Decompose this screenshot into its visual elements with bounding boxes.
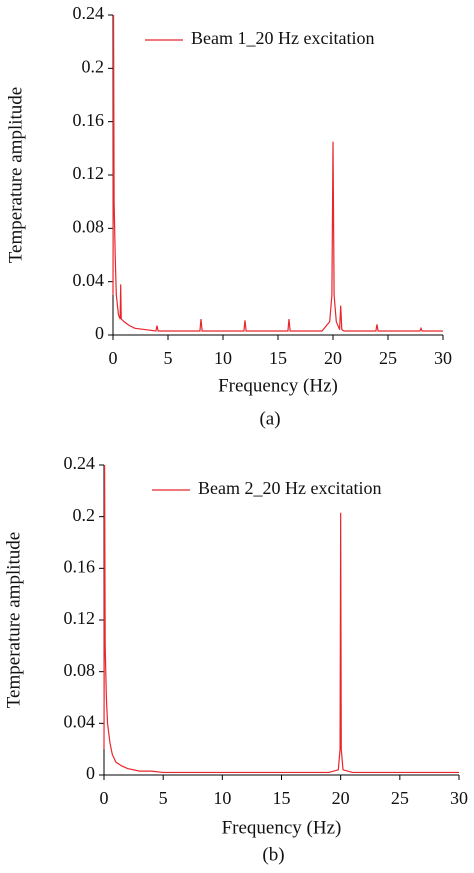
y-tick-label: 0.04 xyxy=(64,711,96,731)
x-tick-label: 30 xyxy=(450,788,468,808)
y-tick-label: 0.24 xyxy=(64,453,96,473)
y-tick-label: 0.2 xyxy=(73,505,96,525)
x-tick-label: 10 xyxy=(213,788,231,808)
line-series xyxy=(103,464,459,774)
x-tick-label: 10 xyxy=(214,348,232,368)
line-series xyxy=(112,14,443,332)
y-axis-label: Temperature amplitude xyxy=(3,532,24,708)
caption: (b) xyxy=(262,844,284,865)
x-tick-label: 20 xyxy=(324,348,342,368)
y-tick-label: 0.12 xyxy=(73,163,105,183)
y-axis-label: Temperature amplitude xyxy=(5,87,26,263)
x-tick-label: 0 xyxy=(100,788,109,808)
x-tick-label: 25 xyxy=(391,788,409,808)
x-tick-label: 20 xyxy=(332,788,350,808)
legend-label: Beam 1_20 Hz excitation xyxy=(191,28,374,48)
y-tick-label: 0.16 xyxy=(73,110,105,130)
y-tick-label: 0 xyxy=(95,323,104,343)
y-tick-label: 0.04 xyxy=(73,270,105,290)
y-tick-label: 0.24 xyxy=(73,3,105,23)
caption: (a) xyxy=(259,408,280,429)
x-tick-label: 0 xyxy=(109,348,118,368)
y-tick-label: 0.16 xyxy=(64,556,96,576)
y-tick-label: 0.08 xyxy=(73,216,105,236)
x-tick-label: 15 xyxy=(273,788,291,808)
x-axis-label: Frequency (Hz) xyxy=(222,817,342,838)
y-tick-label: 0.08 xyxy=(64,660,96,680)
y-tick-label: 0.12 xyxy=(64,608,96,628)
x-axis-label: Frequency (Hz) xyxy=(218,375,338,396)
x-tick-label: 15 xyxy=(269,348,287,368)
x-tick-label: 25 xyxy=(379,348,397,368)
x-tick-label: 30 xyxy=(434,348,452,368)
x-tick-label: 5 xyxy=(159,788,168,808)
x-tick-label: 5 xyxy=(164,348,173,368)
y-tick-label: 0.2 xyxy=(82,56,105,76)
y-tick-label: 0 xyxy=(86,763,95,783)
legend-label: Beam 2_20 Hz excitation xyxy=(198,478,381,498)
